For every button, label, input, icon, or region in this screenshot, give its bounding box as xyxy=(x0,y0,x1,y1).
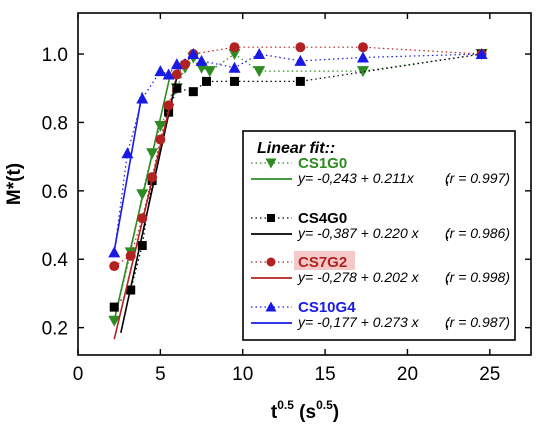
fit-line xyxy=(113,92,144,252)
legend-series-name: CS10G4 xyxy=(298,299,356,316)
data-point xyxy=(228,61,241,73)
legend-fit-equation: y= -0,387 + 0.220 x xyxy=(297,225,420,241)
x-axis-title-unit-exp: 0.5 xyxy=(316,398,333,412)
data-point xyxy=(295,76,305,86)
data-point xyxy=(154,65,167,77)
x-tick-label: 20 xyxy=(397,364,418,385)
data-point xyxy=(163,100,174,111)
data-point xyxy=(136,92,149,104)
data-point xyxy=(170,58,183,70)
legend-box xyxy=(242,130,516,341)
data-point xyxy=(109,261,120,272)
data-point xyxy=(203,66,216,78)
data-point xyxy=(475,48,488,60)
series-dotted-line xyxy=(113,53,482,308)
x-axis-title-exp: 0.5 xyxy=(277,398,294,412)
series-cs7g2 xyxy=(109,42,487,340)
data-point xyxy=(109,302,119,312)
legend-series-name: CS4G0 xyxy=(298,210,347,227)
data-point xyxy=(188,87,198,97)
data-point xyxy=(228,49,241,61)
legend-fit-r: (r = 0.986) xyxy=(445,225,510,241)
data-point xyxy=(253,66,266,78)
data-point xyxy=(357,42,368,53)
y-tick-label: 1.0 xyxy=(42,45,68,66)
data-point xyxy=(172,83,182,93)
legend-separator: ; xyxy=(446,314,450,330)
legend-marker xyxy=(266,257,276,267)
legend-marker xyxy=(267,214,275,222)
data-point xyxy=(171,69,182,80)
legend-name-highlight xyxy=(294,251,355,270)
legend-fit-r: (r = 0.987) xyxy=(445,314,510,330)
data-point xyxy=(229,76,239,86)
legend-separator: ; xyxy=(446,269,450,285)
legend-series-name: CS7G2 xyxy=(298,254,347,271)
data-point xyxy=(155,134,166,145)
y-tick-label: 0.8 xyxy=(42,113,68,134)
data-point xyxy=(147,172,158,183)
data-point xyxy=(108,315,121,327)
data-point xyxy=(121,147,134,159)
legend-fit-r: (r = 0.998) xyxy=(445,269,510,285)
x-axis-title-unit: (s xyxy=(294,402,316,423)
legend-marker xyxy=(265,301,277,312)
y-axis-title: M*(t) xyxy=(4,163,25,205)
x-tick-label: 5 xyxy=(155,364,166,385)
legend-title: Linear fit:: xyxy=(257,140,335,157)
data-point xyxy=(137,241,147,251)
legend-fit-r: (r = 0.997) xyxy=(445,170,510,186)
plot-frame xyxy=(77,12,532,356)
data-point xyxy=(187,48,200,60)
legend-series-name: CS1G0 xyxy=(298,155,347,172)
data-point xyxy=(154,120,167,132)
series-layer xyxy=(108,42,488,340)
data-point xyxy=(195,54,208,66)
data-point xyxy=(125,250,136,261)
legend-fit-equation: y= -0,278 + 0.202 x xyxy=(297,269,420,285)
data-point xyxy=(162,68,175,80)
data-point xyxy=(356,51,369,63)
data-point xyxy=(137,213,148,224)
axes-layer: 0 5 10 15 20 25 0.2 0.4 0.6 0.8 1.0 xyxy=(42,13,531,385)
x-tick-label: 25 xyxy=(479,364,500,385)
y-tick-label: 0.6 xyxy=(42,182,68,203)
y-tick-label: 0.4 xyxy=(42,250,69,271)
legend-fit-equation: y= -0,177 + 0.273 x xyxy=(297,314,420,330)
x-axis-title: t0.5 (s0.5) xyxy=(271,398,339,423)
data-point xyxy=(294,54,307,66)
data-point xyxy=(146,148,159,160)
y-tick-label: 0.2 xyxy=(42,319,68,340)
legend-marker xyxy=(265,158,277,169)
legend-fit-equation: y= -0,243 + 0.211x xyxy=(297,170,415,186)
data-point xyxy=(136,189,149,201)
data-point xyxy=(126,285,136,295)
legend-separator: ; xyxy=(446,225,450,241)
series-cs10g4 xyxy=(108,48,488,258)
x-axis-title-base: t xyxy=(271,402,278,423)
x-tick-label: 0 xyxy=(73,364,84,385)
data-point xyxy=(229,42,240,53)
data-point xyxy=(108,246,121,258)
data-point xyxy=(253,48,266,60)
x-axis-title-close: ) xyxy=(333,402,339,423)
x-tick-label: 15 xyxy=(315,364,336,385)
legend-separator: ; xyxy=(446,170,450,186)
data-point xyxy=(295,42,306,53)
data-point xyxy=(201,76,211,86)
data-point xyxy=(180,59,191,70)
x-tick-label: 10 xyxy=(232,364,253,385)
data-point xyxy=(356,66,369,78)
